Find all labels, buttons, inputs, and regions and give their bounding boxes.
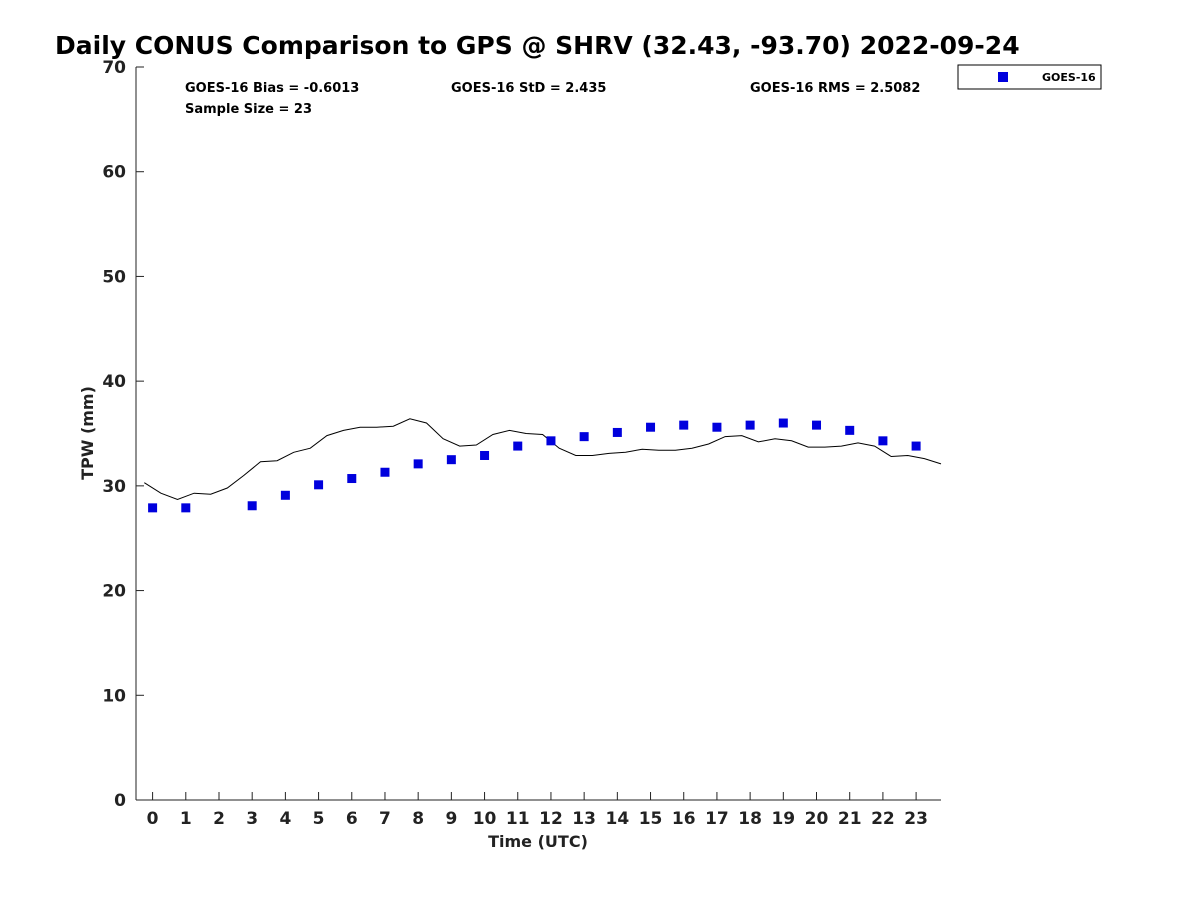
x-tick-label: 16 (672, 809, 696, 829)
goes16-point (778, 418, 788, 428)
goes16-point (712, 422, 722, 432)
y-tick-label: 70 (102, 58, 126, 78)
legend-label: GOES-16 (1042, 71, 1096, 84)
x-tick-label: 21 (838, 809, 862, 829)
x-tick-label: 11 (506, 809, 530, 829)
y-tick-label: 60 (102, 163, 126, 183)
x-tick-label: 22 (871, 809, 895, 829)
x-tick-label: 23 (904, 809, 928, 829)
y-tick-label: 20 (102, 582, 126, 602)
x-tick-label: 13 (572, 809, 596, 829)
goes16-point (380, 467, 390, 477)
goes16-point (745, 420, 755, 430)
x-tick-label: 17 (705, 809, 729, 829)
x-axis-label: Time (UTC) (488, 832, 588, 851)
goes16-point (646, 422, 656, 432)
chart-title: Daily CONUS Comparison to GPS @ SHRV (32… (55, 31, 1020, 60)
x-tick-label: 3 (246, 809, 258, 829)
goes16-point (513, 441, 523, 451)
y-tick-label: 30 (102, 477, 126, 497)
goes16-point (812, 420, 822, 430)
goes16-point (911, 441, 921, 451)
x-tick-label: 20 (805, 809, 829, 829)
goes16-point (280, 490, 290, 500)
goes16-point (314, 480, 324, 490)
x-tick-label: 12 (539, 809, 563, 829)
legend: GOES-16 (957, 64, 1102, 90)
x-tick-label: 1 (180, 809, 192, 829)
goes16-point (480, 450, 490, 460)
goes16-point (413, 459, 423, 469)
x-tick-label: 6 (346, 809, 358, 829)
gps-line-series (144, 418, 942, 501)
bias-stat: GOES-16 Bias = -0.6013 (185, 81, 359, 96)
goes16-point (845, 425, 855, 435)
y-tick-label: 50 (102, 267, 126, 287)
x-tick-label: 2 (213, 809, 225, 829)
goes16-point (878, 436, 888, 446)
x-tick-label: 9 (445, 809, 457, 829)
goes16-point (181, 503, 191, 513)
x-tick-label: 8 (412, 809, 424, 829)
y-tick-label: 40 (102, 372, 126, 392)
goes16-marker-series (148, 418, 921, 513)
y-tick-label: 0 (114, 791, 126, 811)
sample-size-stat: Sample Size = 23 (185, 102, 312, 117)
x-tick-label: 14 (606, 809, 630, 829)
goes16-point (579, 432, 589, 442)
x-tick-label: 19 (771, 809, 795, 829)
legend-marker (998, 72, 1008, 82)
gps-tpw-line (144, 418, 942, 501)
x-tick-label: 5 (313, 809, 325, 829)
goes16-point (247, 501, 257, 511)
x-tick-label: 7 (379, 809, 391, 829)
legend-box (957, 64, 1102, 90)
x-tick-label: 18 (738, 809, 762, 829)
x-tick-label: 0 (147, 809, 159, 829)
std-stat: GOES-16 StD = 2.435 (451, 81, 606, 96)
x-tick-label: 15 (639, 809, 663, 829)
goes16-point (347, 474, 357, 484)
x-tick-label: 10 (473, 809, 497, 829)
rms-stat: GOES-16 RMS = 2.5082 (750, 81, 920, 96)
y-axis-label: TPW (mm) (78, 386, 97, 480)
goes16-point (612, 427, 622, 437)
goes16-point (546, 436, 556, 446)
x-tick-label: 4 (279, 809, 291, 829)
goes16-point (679, 420, 689, 430)
y-tick-label: 10 (102, 686, 126, 706)
goes16-point (148, 503, 158, 513)
goes16-point (446, 455, 456, 465)
